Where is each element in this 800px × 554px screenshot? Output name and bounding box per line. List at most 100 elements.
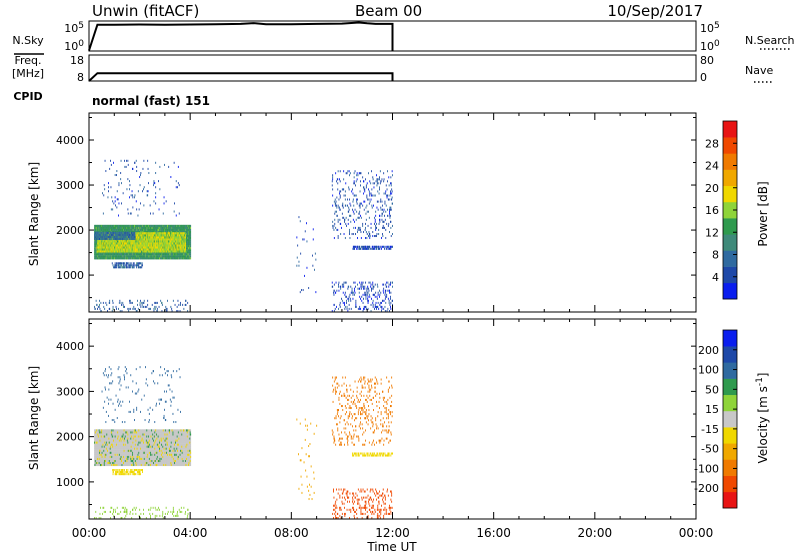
- range-gate-cell: [97, 257, 99, 260]
- range-gate-cell: [181, 253, 183, 256]
- range-gate-cell: [145, 246, 146, 249]
- range-gate-cell: [129, 255, 130, 258]
- range-gate-cell: [127, 244, 129, 247]
- range-gate-cell: [150, 255, 152, 258]
- range-gate-cell: [101, 250, 103, 253]
- range-gate-cell: [117, 228, 119, 231]
- range-gate-cell: [105, 226, 107, 229]
- range-gate-cell: [118, 246, 120, 249]
- range-gate-cell: [133, 240, 135, 243]
- range-gate-cell: [166, 231, 167, 234]
- range-gate-cell: [103, 257, 105, 260]
- range-gate-cell: [101, 257, 103, 260]
- range-gate-cell: [115, 228, 116, 231]
- range-gate-cell: [154, 255, 156, 258]
- freq-right-tick-top: 80: [700, 54, 714, 67]
- range-gate-cell: [132, 226, 134, 229]
- range-gate-cell: [105, 257, 107, 260]
- range-gate-cell: [154, 257, 156, 260]
- range-gate-cell: [129, 253, 130, 256]
- range-gate-cell: [189, 253, 191, 256]
- range-gate-cell: [144, 240, 146, 243]
- range-gate-cell: [97, 255, 99, 258]
- range-gate-cell: [142, 242, 144, 245]
- range-gate-cell: [126, 236, 128, 239]
- range-gate-cell: [113, 250, 115, 253]
- range-gate-cell: [133, 248, 135, 251]
- range-gate-cell: [136, 226, 138, 229]
- range-gate-cell: [110, 250, 112, 253]
- range-gate-cell: [123, 228, 124, 231]
- range-gate-cell: [108, 242, 110, 245]
- range-gate-cell: [169, 224, 171, 227]
- range-gate-cell: [146, 236, 148, 239]
- range-gate-cell: [144, 248, 146, 251]
- range-gate-cell: [103, 248, 105, 251]
- range-gate-cell: [185, 224, 187, 227]
- range-gate-cell: [138, 236, 140, 239]
- range-gate-cell: [156, 228, 158, 231]
- range-gate-cell: [175, 231, 177, 234]
- range-gate-cell: [190, 245, 192, 248]
- range-gate-cell: [162, 257, 164, 260]
- range-gate-cell: [107, 255, 109, 258]
- range-gate-cell: [177, 224, 179, 227]
- range-gate-cell: [190, 235, 192, 238]
- range-gate-cell: [105, 246, 107, 249]
- range-gate-cell: [124, 226, 126, 229]
- range-gate-cell: [136, 228, 138, 231]
- range-gate-cell: [183, 257, 185, 260]
- range-gate-cell: [121, 257, 122, 260]
- range-gate-cell: [115, 255, 116, 258]
- range-gate-cell: [99, 244, 101, 247]
- range-gate-cell: [132, 248, 134, 251]
- range-gate-cell: [132, 250, 134, 253]
- range-gate-cell: [166, 224, 167, 227]
- range-gate-cell: [121, 240, 122, 243]
- range-gate-cell: [138, 231, 140, 234]
- range-gate-cell: [164, 257, 165, 260]
- freq-right-tick-bottom: 0: [700, 71, 707, 84]
- range-gate-cell: [103, 226, 105, 229]
- range-gate-cell: [146, 242, 148, 245]
- range-gate-cell: [189, 226, 191, 229]
- range-gate-cell: [183, 255, 185, 258]
- range-gate-cell: [169, 231, 171, 234]
- range-gate-cell: [109, 248, 111, 251]
- range-gate-cell: [166, 253, 167, 256]
- range-gate-cell: [111, 257, 113, 260]
- range-gate-cell: [146, 228, 148, 231]
- range-gate-cell: [113, 240, 115, 243]
- range-gate-cell: [174, 226, 175, 229]
- range-gate-cell: [183, 253, 185, 256]
- range-gate-cell: [95, 243, 97, 246]
- range-gate-cell: [118, 242, 120, 245]
- range-gate-cell: [142, 234, 144, 237]
- range-gate-cell: [136, 248, 138, 251]
- range-gate-cell: [183, 226, 185, 229]
- range-gate-cell: [105, 248, 107, 251]
- range-gate-cell: [107, 242, 109, 245]
- range-gate-cell: [136, 255, 138, 258]
- range-gate-cell: [144, 231, 146, 234]
- range-gate-cell: [168, 224, 170, 227]
- range-gate-cell: [109, 224, 111, 227]
- range-gate-cell: [140, 244, 142, 247]
- range-gate-cell: [160, 257, 162, 260]
- range-gate-cell: [162, 231, 164, 234]
- range-gate-cell: [158, 226, 159, 229]
- range-gate-cell: [183, 231, 185, 234]
- range-gate-cell: [127, 246, 129, 249]
- range-gate-cell: [189, 257, 191, 260]
- range-gate-cell: [101, 240, 103, 243]
- range-gate-cell: [136, 234, 138, 237]
- range-gate-cell: [183, 224, 185, 227]
- range-gate-cell: [120, 240, 122, 243]
- range-gate-cell: [190, 255, 192, 258]
- range-gate-cell: [95, 228, 97, 231]
- range-gate-cell: [140, 232, 142, 235]
- range-gate-cell: [138, 244, 140, 247]
- range-gate-cell: [138, 246, 140, 249]
- range-gate-cell: [109, 232, 111, 235]
- range-gate-cell: [142, 236, 143, 239]
